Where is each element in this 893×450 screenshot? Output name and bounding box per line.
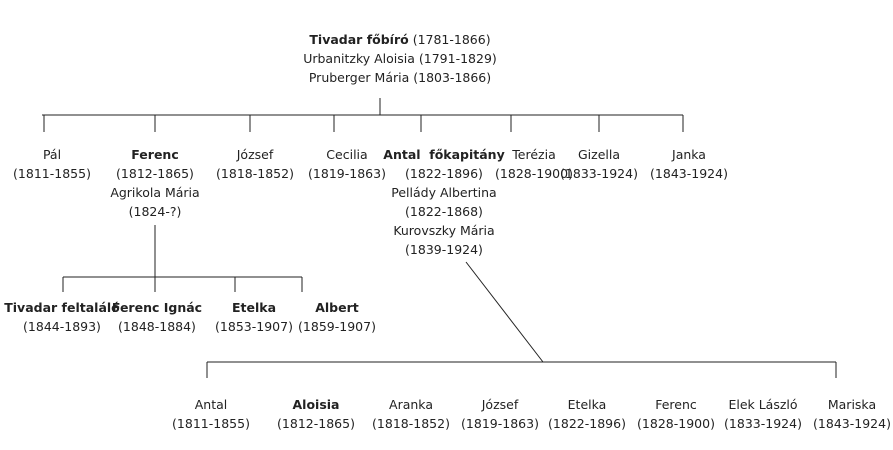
person-node: Mariska (1843-1924)	[813, 395, 891, 433]
dates: (1848-1884)	[118, 319, 196, 334]
dates: (1833-1924)	[724, 416, 802, 431]
dates: (1859-1907)	[298, 319, 376, 334]
name: Aloisia	[292, 397, 340, 412]
person-node: Ferenc Ignác (1848-1884)	[112, 298, 202, 336]
spouse: Agrikola Mária	[110, 185, 200, 200]
dates: (1811-1855)	[172, 416, 250, 431]
person-node: Etelka (1822-1896)	[548, 395, 626, 433]
person-node: Cecilia (1819-1863)	[308, 145, 386, 183]
name: Mariska	[827, 397, 877, 412]
spouse: Urbanitzky Aloisia	[303, 51, 415, 66]
name: Gizella	[577, 147, 621, 162]
dates: (1818-1852)	[216, 166, 294, 181]
dates: (1811-1855)	[13, 166, 91, 181]
name: Ferenc	[655, 397, 697, 412]
dates: (1781-1866)	[412, 32, 491, 47]
name: Tivadar feltaláló	[4, 300, 120, 315]
dates: (1828-1900)	[495, 166, 573, 181]
dates: (1844-1893)	[23, 319, 101, 334]
dates: (1791-1829)	[418, 51, 497, 66]
dates: (1819-1863)	[308, 166, 386, 181]
person-node: Janka (1843-1924)	[650, 145, 728, 183]
spouse: Kurovszky Mária	[393, 223, 495, 238]
name: Cecilia	[326, 147, 368, 162]
dates: (1853-1907)	[215, 319, 293, 334]
name: Ferenc Ignác	[111, 300, 203, 315]
dates: (1828-1900)	[637, 416, 715, 431]
dates: (1819-1863)	[461, 416, 539, 431]
dates: (1822-1896)	[548, 416, 626, 431]
person-node: Terézia (1828-1900)	[495, 145, 573, 183]
root-node: Tivadar főbíró (1781-1866) Urbanitzky Al…	[303, 30, 497, 87]
name: Etelka	[567, 397, 607, 412]
person-node: Gizella (1833-1924)	[560, 145, 638, 183]
name: Antal	[194, 397, 228, 412]
dates: (1822-1868)	[405, 204, 483, 219]
name: Pál	[42, 147, 62, 162]
person-node: József (1819-1863)	[461, 395, 539, 433]
spouse: Pellády Albertina	[391, 185, 497, 200]
name: Elek László	[728, 397, 798, 412]
name: Janka	[672, 147, 706, 162]
name: Etelka	[231, 300, 277, 315]
dates: (1843-1924)	[650, 166, 728, 181]
dates: (1824-?)	[128, 204, 182, 219]
dates: (1839-1924)	[405, 242, 483, 257]
name: József	[236, 147, 274, 162]
person-node: Antal (1811-1855)	[172, 395, 250, 433]
dates: (1812-1865)	[277, 416, 355, 431]
person-node: Antal főkapitány (1822-1896) Pellády Alber…	[383, 145, 504, 259]
spouse: Pruberger Mária	[308, 70, 410, 85]
dates: (1818-1852)	[372, 416, 450, 431]
person-node: József (1818-1852)	[216, 145, 294, 183]
dates: (1812-1865)	[116, 166, 194, 181]
person-node: Elek László (1833-1924)	[724, 395, 802, 433]
person-node: Tivadar feltaláló (1844-1893)	[4, 298, 120, 336]
person-node: Aloisia (1812-1865)	[277, 395, 355, 433]
name: Albert	[315, 300, 359, 315]
name: Aranka	[389, 397, 433, 412]
person-node: Albert (1859-1907)	[298, 298, 376, 336]
name: Ferenc	[131, 147, 179, 162]
name: Terézia	[512, 147, 556, 162]
dates: (1843-1924)	[813, 416, 891, 431]
person-node: Ferenc (1812-1865) Agrikola Mária (1824-?)	[110, 145, 199, 221]
name: Antal főkapitány	[383, 147, 505, 162]
person-node: Pál (1811-1855)	[13, 145, 91, 183]
name: József	[481, 397, 519, 412]
person-node: Ferenc (1828-1900)	[637, 395, 715, 433]
dates: (1803-1866)	[413, 70, 492, 85]
person-node: Aranka (1818-1852)	[372, 395, 450, 433]
person-node: Etelka (1853-1907)	[215, 298, 293, 336]
dates: (1822-1896)	[405, 166, 483, 181]
name: Tivadar főbíró	[309, 32, 409, 47]
dates: (1833-1924)	[560, 166, 638, 181]
